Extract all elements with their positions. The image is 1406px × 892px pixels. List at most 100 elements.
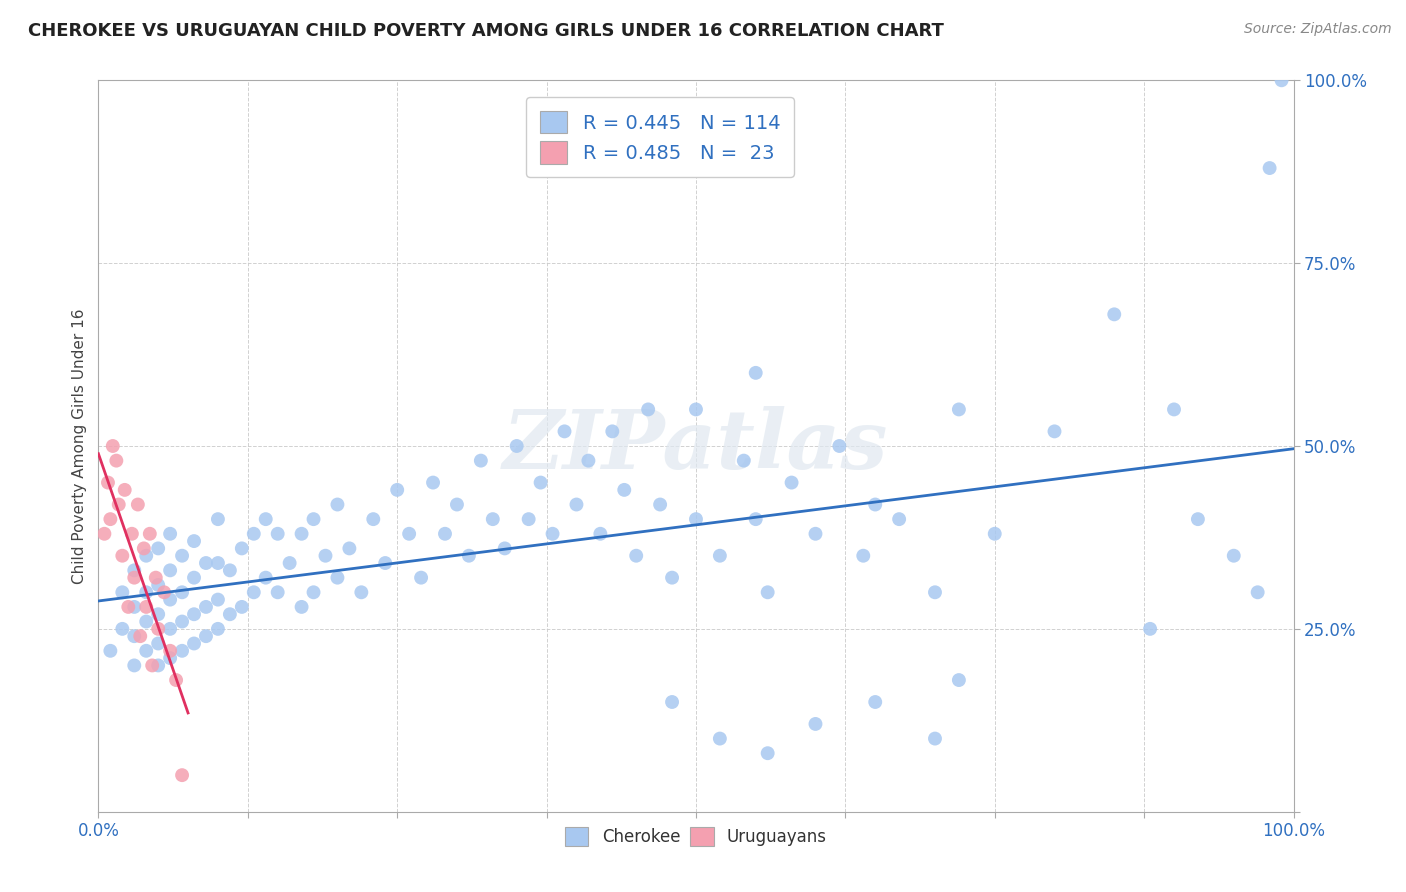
Point — [852, 549, 875, 563]
Point — [207, 622, 229, 636]
Point — [804, 717, 827, 731]
Point — [231, 541, 253, 556]
Point — [1043, 425, 1066, 439]
Point — [506, 439, 529, 453]
Point — [172, 768, 194, 782]
Point — [865, 695, 887, 709]
Point — [685, 402, 707, 417]
Point — [385, 483, 409, 497]
Point — [984, 526, 1007, 541]
Point — [231, 599, 253, 614]
Point — [159, 651, 181, 665]
Point — [98, 644, 122, 658]
Point — [363, 512, 385, 526]
Point — [398, 526, 420, 541]
Point — [756, 585, 779, 599]
Point — [661, 571, 683, 585]
Point — [350, 585, 373, 599]
Point — [207, 512, 229, 526]
Text: ZIPatlas: ZIPatlas — [503, 406, 889, 486]
Legend: Cherokee, Uruguayans: Cherokee, Uruguayans — [557, 819, 835, 855]
Point — [1104, 307, 1126, 321]
Point — [195, 556, 218, 570]
Point — [124, 629, 146, 643]
Point — [924, 585, 946, 599]
Point — [470, 453, 492, 467]
Point — [326, 571, 349, 585]
Point — [148, 541, 170, 556]
Point — [254, 571, 277, 585]
Point — [98, 512, 122, 526]
Point — [889, 512, 911, 526]
Text: Source: ZipAtlas.com: Source: ZipAtlas.com — [1244, 22, 1392, 37]
Point — [481, 512, 505, 526]
Point — [374, 556, 396, 570]
Point — [219, 563, 242, 577]
Point — [172, 615, 194, 629]
Point — [135, 599, 157, 614]
Point — [948, 673, 970, 687]
Point — [948, 402, 970, 417]
Point — [565, 498, 588, 512]
Point — [828, 439, 851, 453]
Point — [733, 453, 755, 467]
Point — [1258, 161, 1281, 175]
Point — [111, 585, 134, 599]
Point — [183, 607, 205, 622]
Point — [278, 556, 301, 570]
Point — [172, 644, 194, 658]
Point — [124, 658, 146, 673]
Point — [135, 549, 157, 563]
Point — [195, 629, 218, 643]
Point — [132, 541, 155, 556]
Point — [1271, 73, 1294, 87]
Point — [446, 498, 468, 512]
Point — [804, 526, 827, 541]
Point — [709, 731, 731, 746]
Point — [141, 658, 163, 673]
Point — [326, 498, 349, 512]
Point — [458, 549, 481, 563]
Point — [207, 556, 229, 570]
Text: CHEROKEE VS URUGUAYAN CHILD POVERTY AMONG GIRLS UNDER 16 CORRELATION CHART: CHEROKEE VS URUGUAYAN CHILD POVERTY AMON… — [28, 22, 943, 40]
Point — [183, 636, 205, 650]
Point — [1139, 622, 1161, 636]
Point — [183, 571, 205, 585]
Point — [117, 599, 139, 614]
Point — [219, 607, 242, 622]
Point — [159, 526, 181, 541]
Point — [1223, 549, 1246, 563]
Point — [129, 629, 152, 643]
Point — [183, 534, 205, 549]
Point — [756, 746, 779, 760]
Point — [127, 498, 149, 512]
Point — [159, 563, 181, 577]
Point — [648, 498, 672, 512]
Point — [315, 549, 337, 563]
Point — [148, 636, 170, 650]
Point — [243, 526, 266, 541]
Point — [709, 549, 731, 563]
Point — [101, 439, 124, 453]
Point — [267, 585, 290, 599]
Point — [302, 585, 325, 599]
Point — [924, 731, 946, 746]
Point — [148, 658, 170, 673]
Point — [1163, 402, 1185, 417]
Point — [172, 549, 194, 563]
Point — [685, 512, 707, 526]
Point — [1187, 512, 1209, 526]
Point — [121, 526, 143, 541]
Point — [422, 475, 444, 490]
Point — [1247, 585, 1270, 599]
Point — [434, 526, 457, 541]
Point — [302, 512, 325, 526]
Point — [165, 673, 187, 687]
Point — [637, 402, 659, 417]
Point — [745, 366, 768, 380]
Point — [589, 526, 612, 541]
Point — [207, 592, 229, 607]
Point — [114, 483, 136, 497]
Point — [172, 585, 194, 599]
Point — [124, 571, 146, 585]
